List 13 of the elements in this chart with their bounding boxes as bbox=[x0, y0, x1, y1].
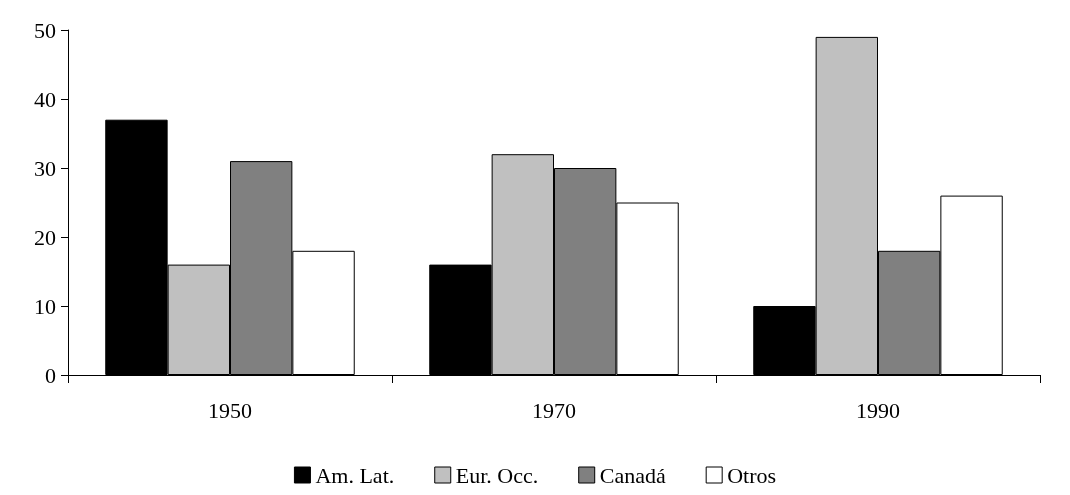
y-tick-label: 20 bbox=[34, 224, 56, 250]
x-tick-label: 1950 bbox=[208, 397, 252, 423]
y-tick-label: 40 bbox=[34, 86, 56, 112]
x-tick-label: 1990 bbox=[856, 397, 900, 423]
legend-label: Am. Lat. bbox=[315, 462, 395, 488]
y-tick-label: 10 bbox=[34, 293, 56, 319]
y-tick-label: 50 bbox=[34, 17, 56, 43]
legend-label: Eur. Occ. bbox=[455, 462, 539, 488]
legend-label: Canadá bbox=[599, 462, 666, 488]
legend-label: Otros bbox=[727, 462, 777, 488]
y-tick-label: 0 bbox=[45, 362, 56, 388]
y-tick-label: 30 bbox=[34, 155, 56, 181]
x-tick-label: 1970 bbox=[532, 397, 576, 423]
